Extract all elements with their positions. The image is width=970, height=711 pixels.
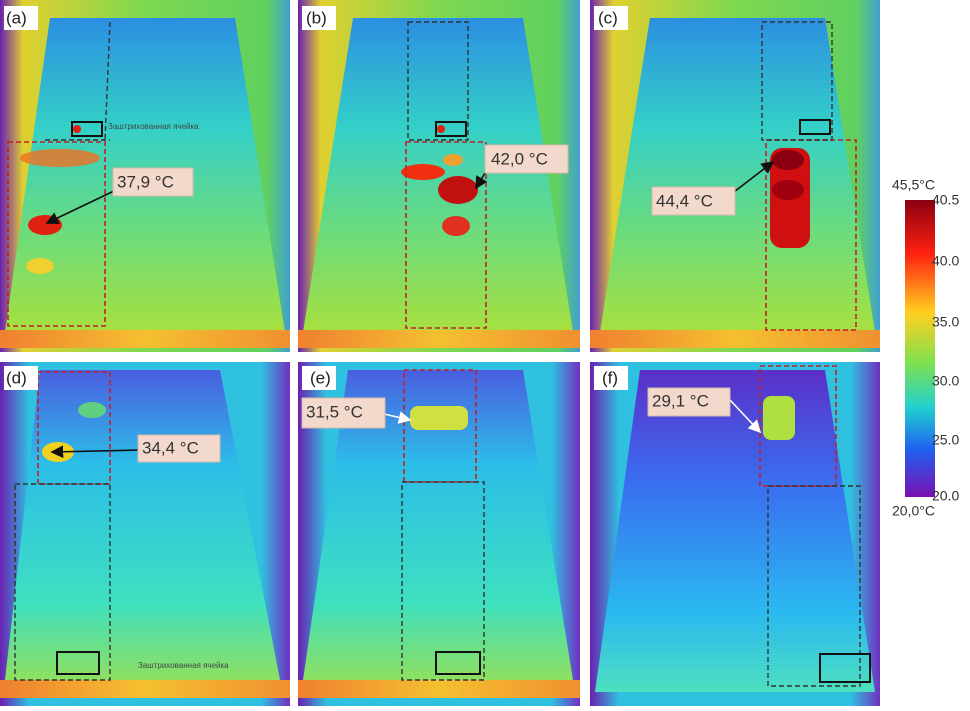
temperature-label: 34,4 °C: [142, 438, 199, 457]
arrow: [729, 399, 762, 434]
hotspot: [410, 406, 468, 430]
annotation-box: [301, 397, 386, 429]
hotspot: [772, 150, 804, 170]
hotspot: [26, 258, 54, 274]
temperature-label: 31,5 °C: [306, 402, 363, 421]
hotspot: [78, 402, 106, 418]
arrow: [383, 411, 412, 424]
colorbar-gradient: [905, 200, 935, 497]
dashed-outline: [104, 21, 111, 141]
hot-strip: [298, 330, 580, 348]
pv-module: [303, 370, 573, 680]
dashed-cell-group: [7, 141, 106, 327]
colorbar-tick-label: 25.0: [932, 432, 959, 448]
annotation-box: [484, 144, 569, 174]
hotspot: [438, 176, 478, 204]
shaded-cell: [799, 119, 831, 135]
arrow: [45, 189, 117, 224]
colorbar: 45,5°C 20,0°C 40.5 40.0 35.0 30.0 25.0 2…: [892, 177, 959, 519]
pv-module: [600, 18, 875, 332]
dashed-outline: [401, 481, 485, 681]
label-bg: [302, 366, 336, 390]
annotation-box: [137, 434, 221, 463]
cell-label: Заштрихованная ячейка: [108, 122, 199, 131]
hotspot: [401, 164, 445, 180]
dashed-outline: [14, 483, 111, 681]
hot-strip: [590, 330, 880, 348]
label-bg: [4, 366, 38, 390]
colorbar-tick-label: 40.5: [932, 192, 959, 208]
label-bg: [302, 6, 336, 30]
pv-module: [595, 370, 875, 692]
panel-label: (b): [306, 8, 327, 27]
dashed-outline: [767, 485, 861, 687]
panel-d: (d) Заштрихованная ячейка 34,4 °C: [0, 362, 290, 706]
dashed-outline: [761, 21, 833, 141]
shaded-cell: [56, 651, 100, 675]
panel-label: (f): [602, 368, 618, 387]
hotspot: [437, 125, 445, 133]
colorbar-max-label: 45,5°C: [892, 177, 935, 193]
panel-c: (c) 44,4 °C: [590, 0, 880, 352]
colorbar-min-label: 20,0°C: [892, 503, 935, 519]
panel-label: (d): [6, 368, 27, 387]
panel-label: (a): [6, 8, 27, 27]
panel-a: (a) Заштрихованная ячейка 37,9 °C: [0, 0, 290, 352]
colorbar-tick-label: 40.0: [932, 253, 959, 269]
temperature-label: 29,1 °C: [652, 391, 709, 410]
colorbar-tick-label: 30.0: [932, 373, 959, 389]
hot-strip: [0, 680, 290, 698]
dashed-cell-group: [405, 141, 487, 329]
annotation-box: [112, 167, 194, 197]
hot-strip: [0, 330, 290, 348]
panel-f: (f) 29,1 °C: [590, 362, 880, 706]
temperature-label: 42,0 °C: [491, 149, 548, 168]
panel-label: (e): [310, 368, 331, 387]
shaded-cell: [435, 121, 467, 137]
hot-strip: [298, 680, 580, 698]
cell-label: Заштрихованная ячейка: [138, 661, 229, 670]
annotation-box: [647, 387, 731, 417]
label-bg: [594, 6, 628, 30]
hotspot: [442, 216, 470, 236]
label-bg: [4, 6, 38, 30]
hotspot: [772, 180, 804, 200]
arrow: [729, 161, 775, 196]
label-bg: [594, 366, 628, 390]
shaded-cell: [819, 653, 871, 683]
temperature-label: 44,4 °C: [656, 191, 713, 210]
colorbar-tick-label: 35.0: [932, 314, 959, 330]
hotspot: [20, 149, 100, 167]
arrow: [50, 445, 141, 459]
panel-label: (c): [598, 8, 618, 27]
shaded-cell: [71, 121, 103, 137]
hotspot: [443, 154, 463, 166]
hotspot: [73, 125, 81, 133]
temperature-label: 37,9 °C: [117, 172, 174, 191]
panel-e: (e) 31,5 °C: [298, 362, 580, 706]
panel-b: (b) 42,0 °C: [298, 0, 580, 352]
dashed-cell-group: [403, 369, 477, 483]
shaded-cell: [435, 651, 481, 675]
hotspot: [763, 396, 795, 440]
dashed-outline: [407, 21, 469, 141]
colorbar-tick-label: 20.0: [932, 488, 959, 504]
annotation-box: [651, 186, 736, 216]
